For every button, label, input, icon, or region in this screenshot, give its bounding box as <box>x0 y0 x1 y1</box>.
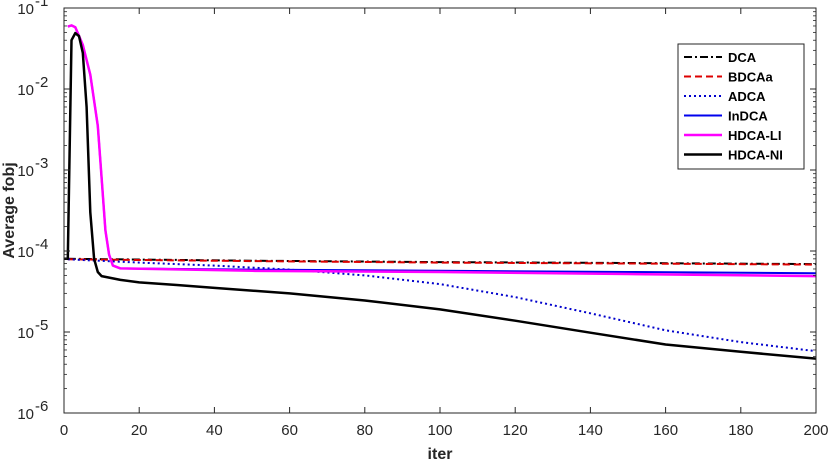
y-tick-label: 10 <box>17 163 34 180</box>
x-tick-label: 200 <box>803 422 828 439</box>
y-tick-exponent: -3 <box>35 155 48 172</box>
legend-label-indca: InDCA <box>728 109 768 124</box>
x-tick-label: 120 <box>503 422 528 439</box>
legend-label-hdca-ni: HDCA-NI <box>728 148 783 163</box>
legend-label-adca: ADCA <box>728 89 766 104</box>
legend-label-hdca-li: HDCA-LI <box>728 128 781 143</box>
x-tick-label: 0 <box>60 422 68 439</box>
series-line-dca <box>67 257 816 266</box>
x-tick-label: 100 <box>427 422 452 439</box>
y-tick-exponent: -4 <box>35 236 48 253</box>
series-line-hdca-ni <box>64 31 816 360</box>
y-tick-label: 10 <box>17 82 34 99</box>
y-tick-label: 10 <box>17 1 34 18</box>
y-tick-label: 10 <box>17 406 34 423</box>
y-axis-title: Average fobj <box>1 162 18 258</box>
legend-label-dca: DCA <box>728 50 757 65</box>
x-tick-label: 20 <box>131 422 148 439</box>
series-line-adca <box>67 258 816 353</box>
x-tick-label: 180 <box>728 422 753 439</box>
series-layer <box>64 24 816 360</box>
x-tick-label: 80 <box>356 422 373 439</box>
y-tick-label: 10 <box>17 244 34 261</box>
y-tick-exponent: -6 <box>35 398 48 415</box>
legend-box <box>677 43 805 170</box>
x-tick-label: 40 <box>206 422 223 439</box>
x-axis-title: iter <box>428 446 453 463</box>
y-tick-label: 10 <box>17 325 34 342</box>
y-tick-exponent: -5 <box>35 317 48 334</box>
y-tick-exponent: -2 <box>35 74 48 91</box>
series-line-hdca-li <box>67 24 816 278</box>
legend: DCA BDCAa ADCA InDCA HDCA-LI HDCA-NI <box>677 43 805 170</box>
x-tick-label: 140 <box>578 422 603 439</box>
legend-label-bdcaa: BDCAa <box>728 70 774 85</box>
x-tick-label: 60 <box>281 422 298 439</box>
y-tick-exponent: -1 <box>35 0 48 10</box>
x-tick-label: 160 <box>653 422 678 439</box>
series-line-bdcaa <box>67 258 816 266</box>
